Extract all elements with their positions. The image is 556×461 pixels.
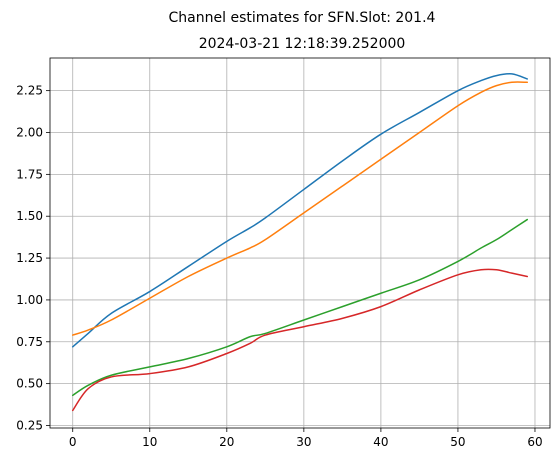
x-tick-label: 40	[373, 435, 388, 449]
series-line-1	[71, 73, 529, 348]
x-tick-label: 10	[142, 435, 157, 449]
y-tick-label: 2.25	[16, 84, 43, 98]
y-tick-label: 0.25	[16, 418, 43, 432]
y-tick-label: 1.50	[16, 209, 43, 223]
y-tick-label: 1.75	[16, 167, 43, 181]
y-tick-label: 1.25	[16, 251, 43, 265]
x-tick-label: 60	[527, 435, 542, 449]
series-line-2	[71, 81, 529, 336]
series-lines	[71, 73, 529, 412]
x-tick-label: 50	[450, 435, 465, 449]
y-tick-label: 1.00	[16, 293, 43, 307]
x-tick-label: 0	[69, 435, 77, 449]
y-tick-label: 0.75	[16, 335, 43, 349]
series-line-3	[71, 218, 529, 397]
plot-frame	[49, 57, 551, 429]
chart-subtitle: 2024-03-21 12:18:39.252000	[199, 36, 406, 52]
x-tick-label: 30	[296, 435, 311, 449]
y-tick-label: 2.00	[16, 126, 43, 140]
x-tick-label: 20	[219, 435, 234, 449]
chart-title: Channel estimates for SFN.Slot: 201.4	[169, 10, 436, 26]
series-line-4	[71, 268, 529, 412]
y-tick-label: 0.50	[16, 377, 43, 391]
axis-ticks: 0 10 20 30 40 50 60 0.25 0.50 0.75 1.00 1.25 1.50 1.7…	[16, 84, 542, 449]
